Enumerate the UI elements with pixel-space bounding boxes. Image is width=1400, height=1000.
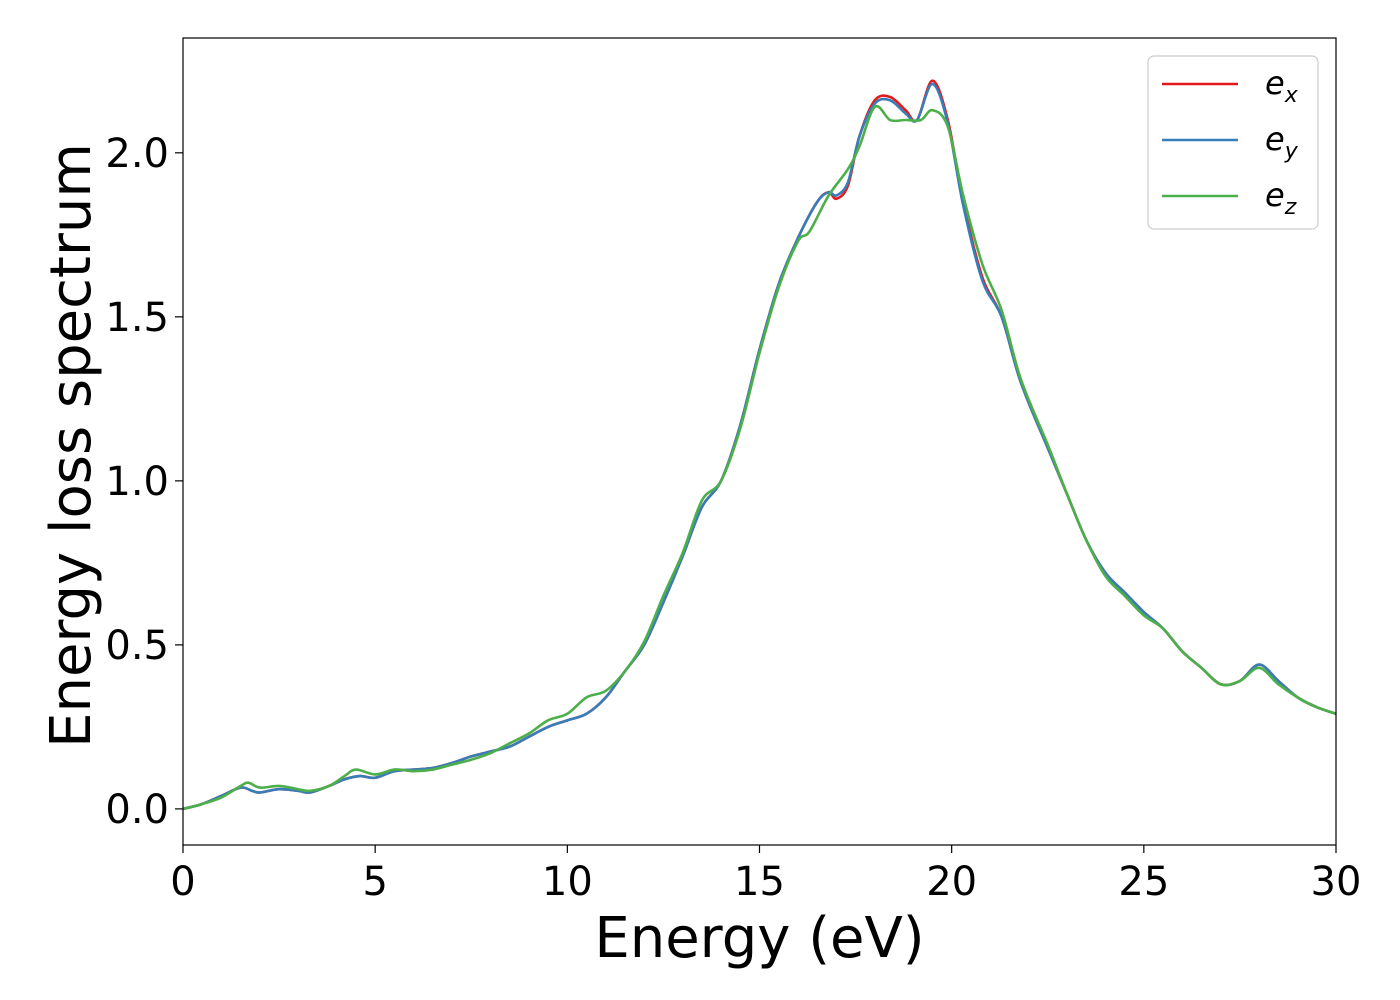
legend-label-x: ex	[1265, 64, 1299, 108]
x-tick-label: 0	[170, 859, 195, 905]
x-tick-label: 5	[362, 859, 387, 905]
legend-box	[1147, 55, 1319, 230]
series-layer	[182, 79, 1337, 811]
legend-label-y: ey	[1265, 120, 1299, 164]
y-tick-label: 1.0	[105, 459, 169, 505]
y-tick-label: 0.0	[105, 787, 169, 833]
x-axis-label: Energy (eV)	[594, 906, 924, 971]
x-tick-label: 15	[734, 859, 785, 905]
x-tick-label: 20	[926, 859, 977, 905]
x-tick-label: 25	[1118, 859, 1169, 905]
y-tick-label: 1.5	[105, 295, 169, 341]
y-axis: 0.0 0.5 1.0 1.5 2.0	[105, 131, 183, 833]
x-tick-label: 10	[542, 859, 593, 905]
x-axis: 0 5 10 15 20 25 30	[170, 845, 1361, 905]
legend-label-z: ez	[1265, 176, 1297, 220]
legend: ex ey ez	[1147, 55, 1319, 230]
series-line-z	[182, 104, 1337, 811]
x-tick-label: 30	[1311, 859, 1362, 905]
y-axis-label: Energy loss spectrum	[39, 143, 104, 748]
y-tick-label: 0.5	[105, 623, 169, 669]
y-tick-label: 2.0	[105, 131, 169, 177]
